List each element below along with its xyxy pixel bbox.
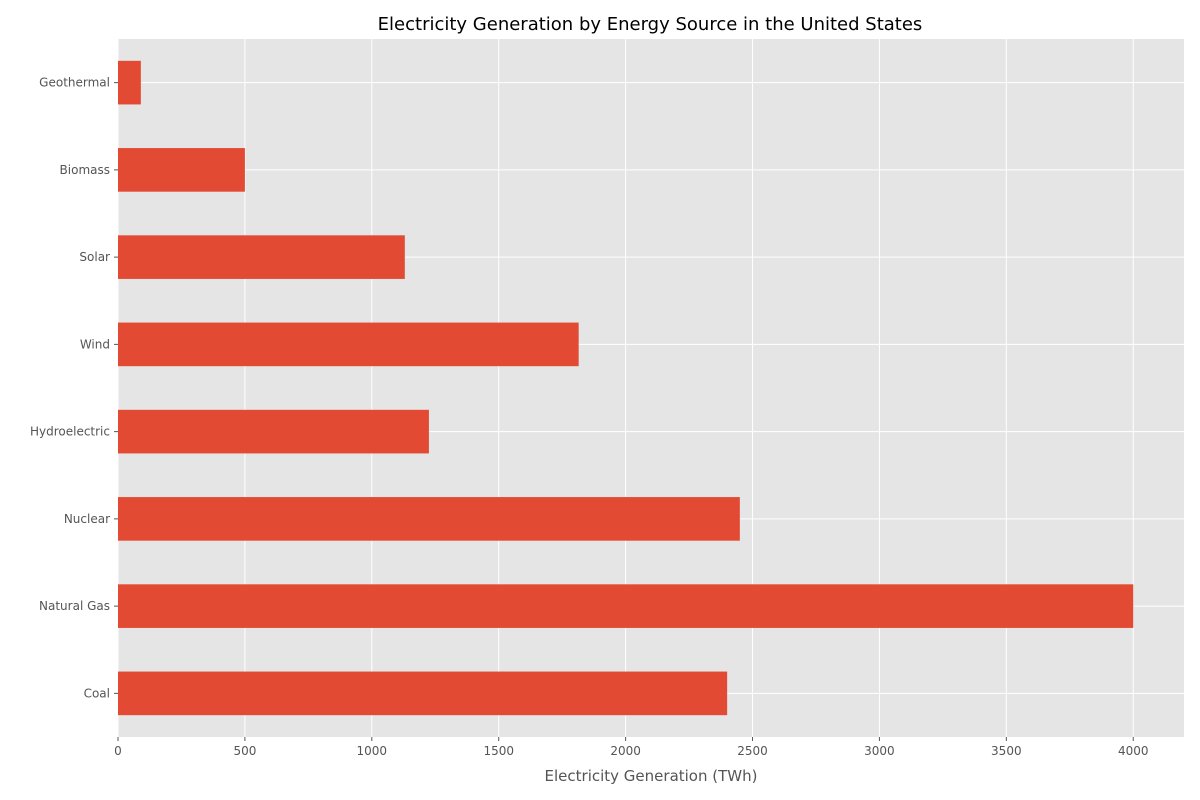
- x-tick-label: 2500: [737, 744, 768, 758]
- y-tick-label: Natural Gas: [39, 599, 110, 613]
- x-tick-label: 3000: [864, 744, 895, 758]
- x-tick-label: 3500: [991, 744, 1022, 758]
- y-tick-label: Wind: [80, 337, 110, 351]
- bar-natural-gas: [118, 584, 1134, 628]
- y-tick-label: Coal: [84, 686, 110, 700]
- x-tick-label: 2000: [610, 744, 641, 758]
- bar-biomass: [118, 148, 245, 192]
- bars: [118, 60, 1134, 716]
- y-tick-label: Solar: [79, 250, 110, 264]
- x-tick-label: 1500: [483, 744, 514, 758]
- x-tick-label: 0: [114, 744, 122, 758]
- bar-wind: [118, 322, 579, 367]
- y-axis-ticks: Coal Natural Gas Nuclear Hydroelectric Wind S…: [30, 76, 118, 700]
- bar-nuclear: [118, 497, 740, 541]
- x-tick-label: 500: [233, 744, 256, 758]
- y-tick-label: Geothermal: [39, 76, 110, 90]
- x-axis-label: Electricity Generation (TWh): [545, 767, 758, 785]
- bar-coal: [118, 671, 728, 716]
- x-tick-label: 1000: [357, 744, 388, 758]
- y-tick-label: Hydroelectric: [30, 425, 110, 439]
- bar-geothermal: [118, 60, 141, 105]
- chart-title: Electricity Generation by Energy Source …: [378, 14, 923, 35]
- bar-hydroelectric: [118, 409, 429, 454]
- y-tick-label: Nuclear: [64, 512, 110, 526]
- y-tick-label: Biomass: [60, 163, 110, 177]
- bar-solar: [118, 235, 405, 279]
- x-axis-ticks: 0 500 1000 1500 2000 2500 3000 3500 4000: [114, 737, 1149, 758]
- plot-background: [118, 39, 1184, 737]
- x-tick-label: 4000: [1118, 744, 1149, 758]
